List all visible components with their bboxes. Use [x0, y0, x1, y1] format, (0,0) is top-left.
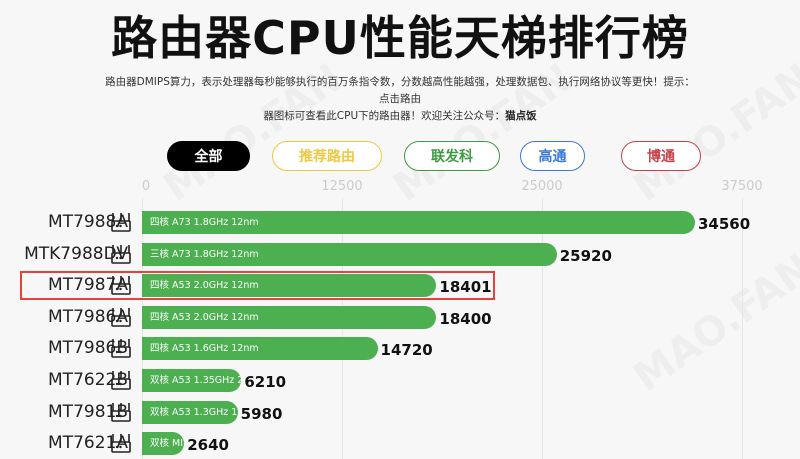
- router-icon[interactable]: [110, 243, 132, 265]
- bar: 四核 A53 1.6GHz 12nm: [142, 337, 378, 361]
- x-tick-label: 37500: [721, 179, 763, 194]
- router-icon[interactable]: [110, 432, 132, 454]
- value-label: 2640: [187, 436, 229, 455]
- bar-spec-label: 双核 A53 1.35GHz 28nm: [150, 375, 242, 386]
- x-tick-label: 25000: [521, 179, 563, 194]
- chart-row: MT7987A 四核 A53 2.0GHz 12nm 18401: [0, 273, 800, 298]
- bar: 四核 A73 1.8GHz 12nm: [142, 211, 695, 234]
- bar-spec-label: 四核 A53 2.0GHz 12nm: [150, 280, 259, 292]
- chart-row: MT7622B 双核 A53 1.35GHz 28nm 6210: [0, 368, 800, 392]
- x-tick-label: 12500: [321, 179, 363, 194]
- chart-row: MT7988A 四核 A73 1.8GHz 12nm 34560: [0, 210, 800, 234]
- subtitle-line1: 路由器DMIPS算力，表示处理器每秒能够执行的百万条指令数，分数越高性能越强，处…: [105, 76, 695, 105]
- gridline: [542, 198, 543, 459]
- filter-qualcomm-button[interactable]: 高通: [520, 141, 585, 171]
- router-icon[interactable]: [110, 211, 132, 233]
- filter-all-button[interactable]: 全部: [167, 141, 250, 171]
- bar-spec-label: 四核 A73 1.8GHz 12nm: [150, 217, 259, 228]
- highlight-box: [20, 271, 495, 300]
- router-icon[interactable]: [110, 369, 132, 391]
- category-label: MTK7988DV: [24, 243, 128, 264]
- value-label: 5980: [240, 404, 283, 423]
- value-label: 34560: [697, 215, 751, 233]
- category-label: MT7986A: [48, 306, 128, 327]
- chart-row: MT7981B 双核 A53 1.3GHz 12nm 5980: [0, 400, 800, 424]
- router-icon[interactable]: [110, 306, 132, 328]
- subtitle: 路由器DMIPS算力，表示处理器每秒能够执行的百万条指令数，分数越高性能越强，处…: [100, 74, 700, 125]
- value-label: 25920: [559, 246, 612, 265]
- category-label: MT7981B: [48, 401, 128, 422]
- value-label: 6210: [244, 373, 287, 391]
- bar-spec-label: 双核 MIPS 880MHz 28nm: [150, 438, 184, 450]
- chart-row: MTK7988DV 三核 A73 1.8GHz 12nm 25920: [0, 242, 800, 266]
- bar-spec-label: 四核 A53 1.6GHz 12nm: [150, 343, 259, 355]
- bar-spec-label: 双核 A53 1.3GHz 12nm: [150, 406, 238, 418]
- category-label: MT7622B: [48, 370, 128, 390]
- value-label: 14720: [380, 341, 433, 360]
- bar: 四核 A53 2.0GHz 12nm: [142, 305, 437, 329]
- subtitle-line2: 器图标可查看此CPU下的路由器！欢迎关注公众号：: [263, 110, 506, 122]
- gridline: [742, 198, 743, 459]
- x-tick-label: 0: [141, 179, 151, 194]
- value-label: 18400: [439, 309, 492, 328]
- value-label: 18401: [439, 278, 492, 297]
- router-icon[interactable]: [110, 337, 132, 359]
- chart-row: MT7986B 四核 A53 1.6GHz 12nm 14720: [0, 336, 800, 361]
- page-title: 路由器CPU性能天梯排行榜: [111, 11, 689, 65]
- category-label: MT7621A: [48, 433, 128, 454]
- bar-spec-label: 四核 A53 2.0GHz 12nm: [150, 311, 259, 323]
- filter-mediatek-button[interactable]: 联发科: [404, 141, 500, 171]
- account-name: 猫点饭: [505, 110, 537, 122]
- category-label: MT7987A: [48, 275, 128, 296]
- category-label: MT7986B: [48, 338, 128, 359]
- bar: 四核 A53 2.0GHz 12nm: [142, 274, 437, 298]
- bar: 双核 A53 1.3GHz 12nm: [142, 400, 238, 424]
- bar: 三核 A73 1.8GHz 12nm: [142, 242, 557, 266]
- bar: 双核 A53 1.35GHz 28nm: [142, 369, 242, 392]
- bar-spec-label: 三核 A73 1.8GHz 12nm: [150, 248, 259, 260]
- bar: 双核 MIPS 880MHz 28nm: [142, 432, 185, 456]
- router-icon[interactable]: [110, 401, 132, 423]
- filter-broadcom-button[interactable]: 博通: [621, 141, 701, 171]
- filter-recommended-button[interactable]: 推荐路由: [272, 141, 382, 171]
- chart-row: MT7621A 双核 MIPS 880MHz 28nm 2640: [0, 431, 800, 456]
- category-label: MT7988A: [48, 212, 128, 232]
- router-icon[interactable]: [110, 274, 132, 296]
- chart-row: MT7986A 四核 A53 2.0GHz 12nm 18400: [0, 305, 800, 329]
